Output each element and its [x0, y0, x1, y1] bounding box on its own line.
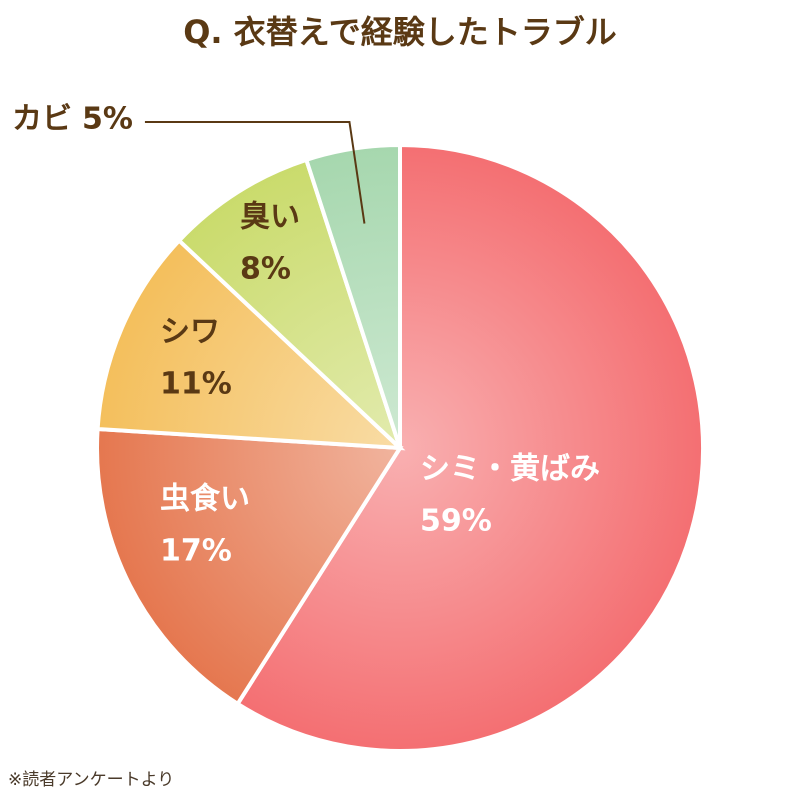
pie-slice [95, 426, 404, 707]
value-label: 59% [420, 504, 492, 539]
pie-slice [95, 237, 406, 451]
value-label: 11% [160, 367, 232, 402]
leader-line [144, 121, 366, 224]
pie-slice [176, 157, 402, 450]
value-label: 17% [160, 534, 232, 569]
slice-label: カビ [12, 102, 72, 137]
value-label: 8% [240, 252, 291, 287]
slice-label: シミ・黄ばみ [420, 452, 600, 487]
slice-label: 臭い [240, 200, 300, 235]
pie-slice [234, 142, 705, 753]
slice-label: シワ [160, 315, 220, 350]
value-label: 5% [82, 102, 133, 137]
footnote: ※読者アンケートより [8, 770, 174, 790]
chart-title: Q. 衣替えで経験したトラブル [183, 13, 617, 51]
slice-label: 虫食い [160, 482, 250, 517]
